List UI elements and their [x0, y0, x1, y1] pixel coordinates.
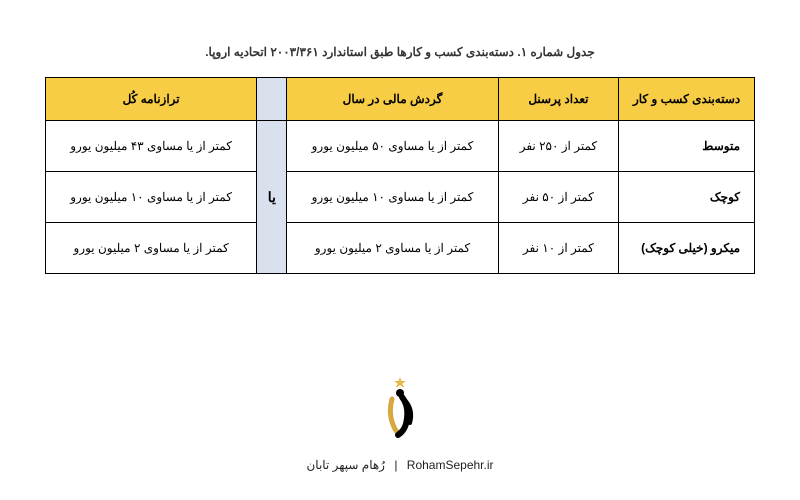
brand-logo-icon: [0, 369, 800, 444]
table-row: کوچک کمتر از ۵۰ نفر کمتر از یا مساوی ۱۰ …: [46, 172, 755, 223]
separator: |: [394, 458, 397, 472]
cell-headcount: کمتر از ۲۵۰ نفر: [498, 121, 619, 172]
col-turnover: گردش مالی در سال: [287, 78, 498, 121]
table-caption: جدول شماره ۱. دسته‌بندی کسب و کارها طبق …: [0, 0, 800, 77]
cell-headcount: کمتر از ۱۰ نفر: [498, 223, 619, 274]
cell-turnover: کمتر از یا مساوی ۵۰ میلیون یورو: [287, 121, 498, 172]
cell-balance: کمتر از یا مساوی ۲ میلیون یورو: [46, 223, 257, 274]
brand-name-en: RohamSepehr.ir: [407, 458, 494, 472]
table-row: متوسط کمتر از ۲۵۰ نفر کمتر از یا مساوی ۵…: [46, 121, 755, 172]
cell-turnover: کمتر از یا مساوی ۲ میلیون یورو: [287, 223, 498, 274]
col-headcount: تعداد پرسنل: [498, 78, 619, 121]
cell-turnover: کمتر از یا مساوی ۱۰ میلیون یورو: [287, 172, 498, 223]
business-classification-table: دسته‌بندی کسب و کار تعداد پرسنل گردش مال…: [45, 77, 755, 274]
col-category: دسته‌بندی کسب و کار: [619, 78, 755, 121]
table-container: دسته‌بندی کسب و کار تعداد پرسنل گردش مال…: [0, 77, 800, 274]
cell-category: متوسط: [619, 121, 755, 172]
cell-or: یا: [257, 121, 287, 274]
col-balance: ترازنامه کُل: [46, 78, 257, 121]
table-header-row: دسته‌بندی کسب و کار تعداد پرسنل گردش مال…: [46, 78, 755, 121]
cell-balance: کمتر از یا مساوی ۴۳ میلیون یورو: [46, 121, 257, 172]
page-footer: RohamSepehr.ir | رُهام سپهر تابان: [0, 369, 800, 472]
brand-name-fa: رُهام سپهر تابان: [306, 458, 385, 472]
cell-category: میکرو (خیلی کوچک): [619, 223, 755, 274]
table-row: میکرو (خیلی کوچک) کمتر از ۱۰ نفر کمتر از…: [46, 223, 755, 274]
cell-balance: کمتر از یا مساوی ۱۰ میلیون یورو: [46, 172, 257, 223]
col-or: [257, 78, 287, 121]
cell-headcount: کمتر از ۵۰ نفر: [498, 172, 619, 223]
cell-category: کوچک: [619, 172, 755, 223]
brand-credit: RohamSepehr.ir | رُهام سپهر تابان: [0, 454, 800, 472]
